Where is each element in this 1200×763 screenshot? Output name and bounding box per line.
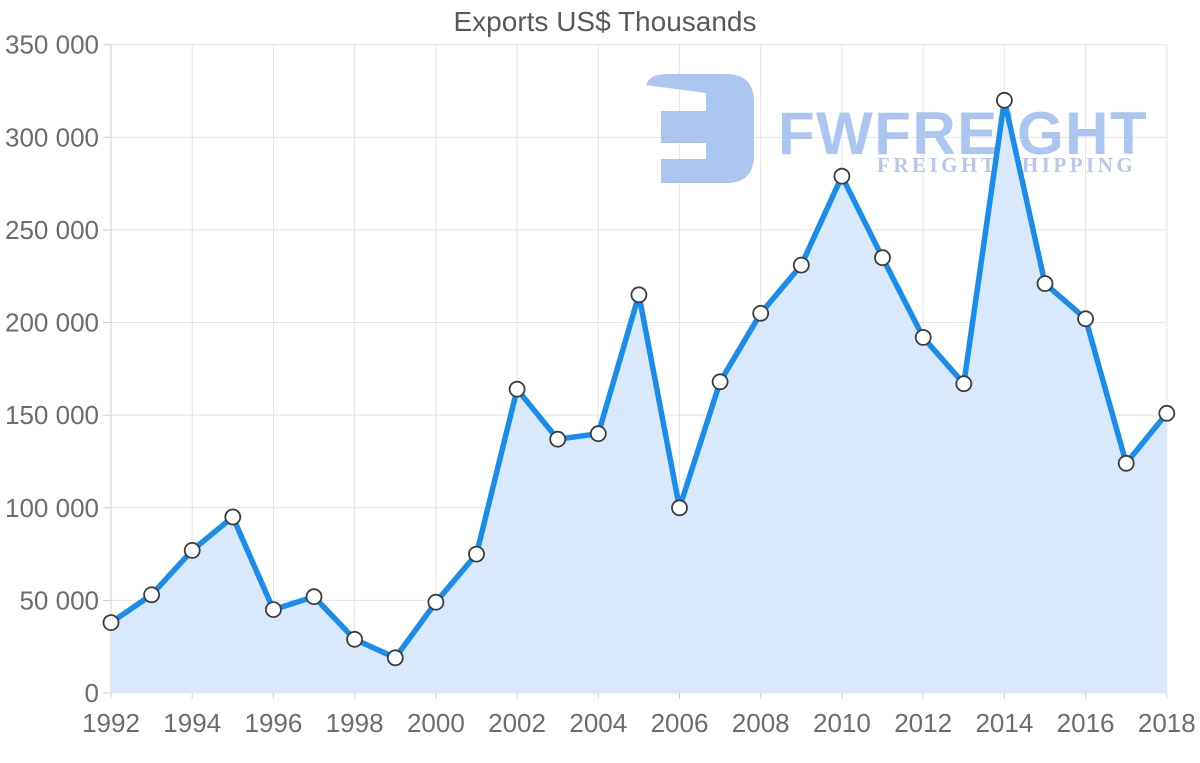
axis-labels: 0 50 000 100 000 150 000 200 000 250 000 300 0…	[5, 30, 1196, 738]
x-tick-label: 2010	[813, 708, 871, 738]
x-tick-label: 1992	[82, 708, 140, 738]
data-point-marker-2009[interactable]	[792, 256, 810, 274]
data-point-marker-1996[interactable]	[264, 601, 282, 618]
data-point-marker-2005[interactable]	[630, 286, 648, 304]
data-point-marker-1997[interactable]	[305, 588, 323, 606]
data-point-marker-2008[interactable]	[752, 304, 770, 322]
data-point-marker-2003[interactable]	[549, 430, 567, 448]
x-tick-label: 2000	[407, 708, 465, 738]
data-point-marker-1998[interactable]	[346, 630, 364, 648]
y-tick-label: 0	[85, 678, 99, 708]
x-tick-label: 2014	[975, 708, 1033, 738]
fwfreight-logo-icon	[646, 74, 754, 183]
y-tick-label: 300 000	[5, 122, 99, 152]
data-point-marker-2014[interactable]	[996, 91, 1013, 109]
data-point-marker-2010[interactable]	[833, 167, 851, 185]
y-tick-label: 50 000	[19, 585, 99, 615]
data-point-marker-2000[interactable]	[427, 593, 445, 611]
data-point-marker-1992[interactable]	[102, 614, 120, 631]
y-tick-label: 150 000	[5, 400, 99, 430]
y-tick-label: 350 000	[5, 30, 99, 60]
data-point-marker-2006[interactable]	[671, 499, 688, 517]
data-point-marker-2012[interactable]	[914, 328, 932, 346]
data-point-marker-2011[interactable]	[874, 249, 891, 267]
data-point-marker-1999[interactable]	[386, 649, 404, 667]
x-tick-label: 2012	[894, 708, 952, 738]
data-point-marker-2018[interactable]	[1158, 404, 1176, 422]
data-point-marker-2015[interactable]	[1036, 275, 1054, 293]
x-tick-label: 1996	[245, 708, 303, 738]
x-tick-label: 1994	[163, 708, 221, 738]
x-tick-label: 2018	[1138, 708, 1196, 738]
chart-title: Exports US$ Thousands	[454, 6, 757, 37]
y-tick-label: 100 000	[5, 493, 99, 523]
x-tick-label: 2016	[1057, 708, 1115, 738]
data-series	[102, 91, 1176, 694]
x-tick-label: 2004	[569, 708, 627, 738]
data-point-marker-1995[interactable]	[224, 508, 242, 526]
data-point-marker-1994[interactable]	[183, 542, 201, 559]
data-point-marker-2004[interactable]	[589, 425, 607, 443]
area-fill	[111, 100, 1167, 694]
x-tick-label: 2002	[488, 708, 546, 738]
data-point-marker-1993[interactable]	[143, 586, 161, 604]
data-point-marker-2013[interactable]	[955, 375, 973, 393]
y-tick-label: 250 000	[5, 215, 99, 245]
x-tick-label: 1998	[326, 708, 384, 738]
data-point-marker-2002[interactable]	[508, 380, 526, 398]
x-tick-label: 2008	[732, 708, 790, 738]
y-tick-label: 200 000	[5, 308, 99, 338]
watermark-logo: FWFREIGHT FREIGHT SHIPPING	[646, 74, 1148, 183]
x-tick-label: 2006	[651, 708, 709, 738]
data-point-marker-2001[interactable]	[468, 545, 485, 563]
data-point-marker-2016[interactable]	[1077, 310, 1094, 328]
logo-wordmark: FWFREIGHT	[778, 100, 1148, 167]
data-point-marker-2017[interactable]	[1117, 454, 1135, 472]
data-point-marker-2007[interactable]	[711, 373, 729, 391]
